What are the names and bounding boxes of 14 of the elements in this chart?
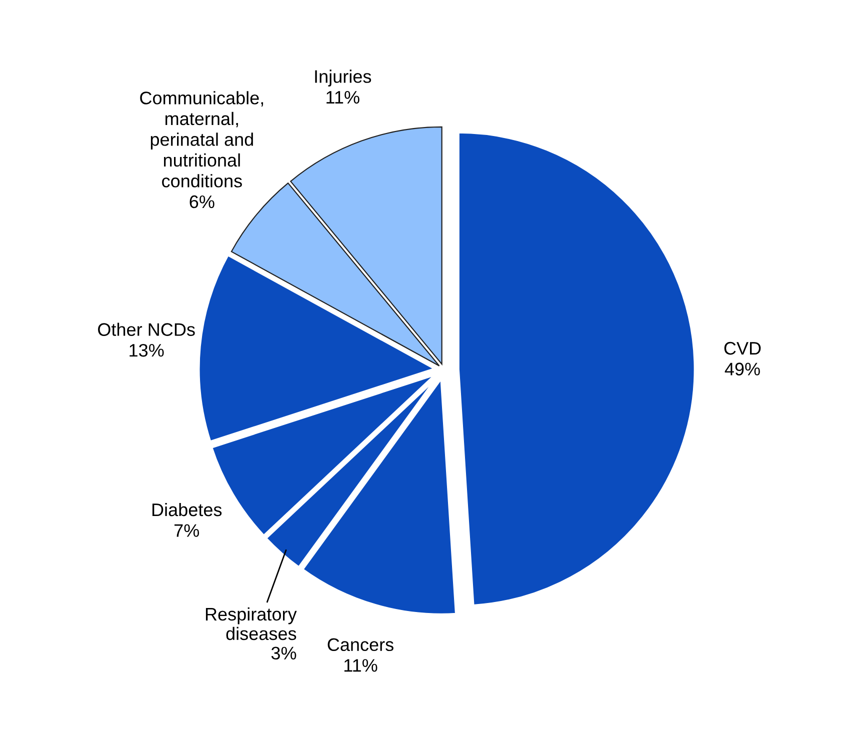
slice-label: Cancers — [328, 638, 394, 652]
slice-label: CVD — [724, 342, 761, 355]
slice-label: Communicable, maternal, perinatal and nutritional conditions — [140, 91, 264, 188]
data-label: 11% — [344, 659, 378, 672]
data-label: 7% — [174, 524, 200, 537]
slice-label: Respiratory diseases — [206, 607, 297, 640]
data-label: 6% — [190, 195, 214, 208]
data-label: 11% — [326, 90, 360, 104]
slice-label: Other NCDs — [98, 322, 195, 336]
slice-label: Injuries — [315, 70, 372, 87]
data-label: 49% — [724, 362, 760, 376]
data-label: 3% — [271, 646, 296, 660]
slice-label: Diabetes — [152, 502, 222, 516]
data-label: 13% — [130, 344, 164, 357]
